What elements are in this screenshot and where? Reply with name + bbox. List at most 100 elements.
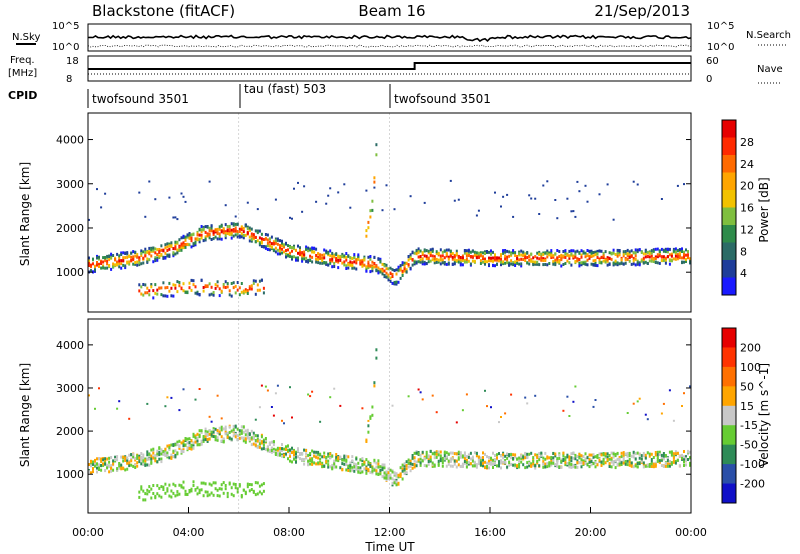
heatmap-cell bbox=[216, 232, 219, 235]
heatmap-cell bbox=[283, 243, 285, 247]
heatmap-cell bbox=[395, 472, 398, 476]
heatmap-cell bbox=[620, 463, 623, 466]
heatmap-cell bbox=[389, 272, 392, 276]
heatmap-cell bbox=[166, 249, 169, 252]
heatmap-cell bbox=[672, 452, 675, 456]
heatmap-cell bbox=[674, 250, 677, 254]
heatmap-cell bbox=[168, 483, 171, 487]
heatmap-cell bbox=[349, 466, 352, 470]
heatmap-cell bbox=[349, 461, 352, 465]
heatmap-cell bbox=[172, 251, 175, 255]
heatmap-cell bbox=[484, 452, 486, 456]
heatmap-cell bbox=[486, 461, 488, 465]
heatmap-cell bbox=[683, 255, 685, 259]
heatmap-cell bbox=[650, 257, 653, 261]
heatmap-cell bbox=[544, 451, 547, 455]
heatmap-cell bbox=[327, 463, 330, 467]
heatmap-cell bbox=[391, 481, 394, 485]
heatmap-cell bbox=[490, 256, 492, 260]
heatmap-cell bbox=[196, 486, 199, 490]
heatmap-cell bbox=[281, 454, 283, 458]
heatmap-cell bbox=[148, 293, 151, 297]
heatmap-cell bbox=[232, 482, 235, 486]
heatmap-cell bbox=[333, 255, 336, 259]
heatmap-cell bbox=[590, 460, 593, 463]
heatmap-cell bbox=[373, 180, 376, 184]
heatmap-cell bbox=[685, 455, 687, 459]
heatmap-cell bbox=[656, 453, 659, 457]
heatmap-cell bbox=[204, 490, 207, 494]
heatmap-cell bbox=[295, 256, 297, 260]
heatmap-cell bbox=[395, 268, 398, 272]
heatmap-cell bbox=[351, 459, 354, 463]
heatmap-cell bbox=[194, 398, 197, 401]
heatmap-cell bbox=[130, 255, 133, 259]
heatmap-cell bbox=[270, 242, 273, 246]
heatmap-cell bbox=[250, 232, 253, 236]
heatmap-cell bbox=[484, 250, 486, 254]
heatmap-cell bbox=[632, 180, 635, 183]
heatmap-cell bbox=[276, 384, 279, 387]
heatmap-cell bbox=[373, 458, 376, 462]
heatmap-cell bbox=[313, 247, 316, 250]
heatmap-cell bbox=[315, 450, 318, 454]
heatmap-cell bbox=[359, 262, 362, 266]
heatmap-cell bbox=[305, 259, 308, 263]
heatmap-cell bbox=[262, 286, 265, 290]
heatmap-cell bbox=[94, 464, 96, 468]
heatmap-cell bbox=[689, 257, 691, 261]
heatmap-cell bbox=[274, 198, 277, 201]
nsky-tick-high: 10^5 bbox=[52, 21, 79, 32]
heatmap-cell bbox=[534, 197, 537, 200]
heatmap-cell bbox=[576, 258, 579, 262]
heatmap-cell bbox=[556, 459, 559, 463]
heatmap-cell bbox=[192, 484, 195, 487]
velocity-colorbar-label: Velocity [m s^-1] bbox=[757, 363, 771, 467]
heatmap-cell bbox=[598, 452, 601, 456]
heatmap-cell bbox=[323, 464, 326, 468]
heatmap-cell bbox=[234, 483, 237, 486]
heatmap-cell bbox=[204, 432, 207, 436]
heatmap-cell bbox=[642, 258, 645, 262]
heatmap-cell bbox=[258, 236, 261, 240]
heatmap-cell bbox=[576, 249, 579, 253]
heatmap-cell bbox=[626, 463, 629, 467]
heatmap-cell bbox=[526, 452, 529, 456]
heatmap-cell bbox=[140, 254, 143, 257]
heatmap-cell bbox=[602, 259, 605, 263]
heatmap-cell bbox=[381, 209, 384, 212]
heatmap-cell bbox=[134, 463, 137, 467]
nsearch-line bbox=[87, 44, 692, 48]
heatmap-cell bbox=[274, 237, 277, 241]
heatmap-cell bbox=[250, 488, 253, 491]
heatmap-cell bbox=[423, 260, 426, 264]
heatmap-cell bbox=[162, 281, 165, 285]
heatmap-cell bbox=[236, 490, 239, 494]
heatmap-cell bbox=[580, 263, 583, 267]
heatmap-cell bbox=[361, 457, 364, 461]
heatmap-cell bbox=[188, 447, 191, 450]
heatmap-cell bbox=[329, 465, 332, 469]
heatmap-cell bbox=[469, 462, 472, 466]
heatmap-cell bbox=[256, 208, 259, 211]
heatmap-cell bbox=[461, 454, 464, 458]
heatmap-cell bbox=[94, 407, 96, 410]
heatmap-cell bbox=[678, 248, 681, 251]
heatmap-cell bbox=[321, 261, 324, 265]
heatmap-cell bbox=[411, 466, 414, 470]
heatmap-cell bbox=[325, 458, 328, 462]
cpid-segment-1: tau (fast) 503 bbox=[244, 82, 326, 96]
heatmap-cell bbox=[508, 453, 511, 457]
heatmap-cell bbox=[522, 253, 525, 257]
heatmap-cell bbox=[405, 471, 408, 475]
heatmap-cell bbox=[592, 405, 595, 408]
heatmap-cell bbox=[490, 406, 492, 409]
heatmap-cell bbox=[325, 261, 328, 265]
heatmap-cell bbox=[230, 233, 233, 237]
heatmap-cell bbox=[524, 253, 527, 257]
heatmap-cell bbox=[498, 421, 500, 424]
heatmap-cell bbox=[510, 393, 513, 396]
heatmap-cell bbox=[272, 242, 275, 246]
heatmap-cell bbox=[230, 222, 233, 226]
heatmap-cell bbox=[660, 258, 663, 262]
